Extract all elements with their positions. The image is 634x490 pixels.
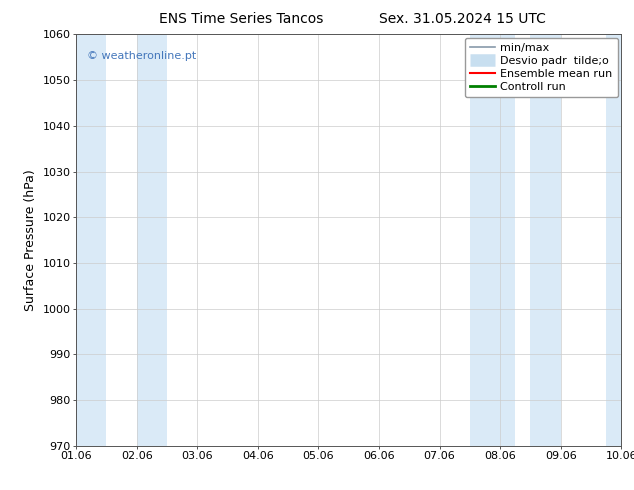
Bar: [470, 34, 515, 446]
Legend: min/max, Desvio padr  tilde;o, Ensemble mean run, Controll run: min/max, Desvio padr tilde;o, Ensemble m…: [465, 38, 618, 97]
Y-axis label: Surface Pressure (hPa): Surface Pressure (hPa): [24, 169, 37, 311]
Bar: [606, 34, 630, 446]
Bar: [531, 34, 560, 446]
Bar: [137, 34, 167, 446]
Bar: [67, 34, 107, 446]
Text: © weatheronline.pt: © weatheronline.pt: [87, 51, 197, 61]
Text: ENS Time Series Tancos: ENS Time Series Tancos: [158, 12, 323, 26]
Text: Sex. 31.05.2024 15 UTC: Sex. 31.05.2024 15 UTC: [379, 12, 547, 26]
